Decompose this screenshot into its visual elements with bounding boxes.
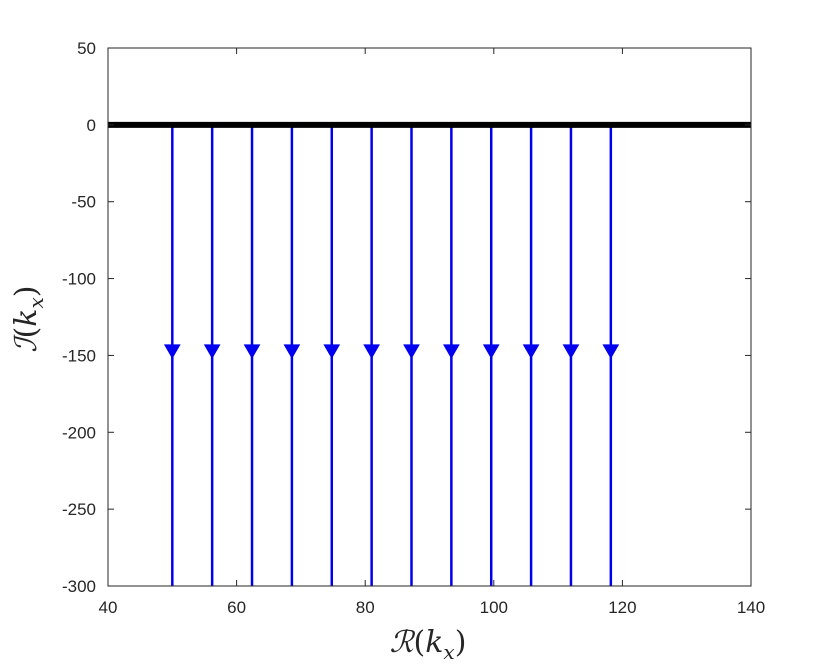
arrow-marker-2 xyxy=(203,344,221,359)
arrow-marker-1 xyxy=(163,344,181,359)
arrow-marker-4 xyxy=(283,344,301,359)
arrow-marker-8 xyxy=(442,344,460,359)
y-axis-label-sub: x xyxy=(24,297,48,308)
arrow-marker-11 xyxy=(562,344,580,359)
x-axis-label-symbol: ℛ xyxy=(390,625,416,660)
plot-area xyxy=(108,48,751,586)
x-tick-label: 120 xyxy=(608,598,636,617)
x-axis-label-var: k xyxy=(425,625,443,660)
x-tick-label: 60 xyxy=(227,598,246,617)
y-tick-label: -50 xyxy=(71,193,96,212)
y-tick-label: -300 xyxy=(62,577,96,596)
arrow-marker-6 xyxy=(363,344,380,359)
y-axis-label: ℐ(kx) xyxy=(9,286,48,353)
x-axis-label-open: ( xyxy=(414,625,426,660)
y-tick-label: -200 xyxy=(62,423,96,442)
arrow-marker-7 xyxy=(403,344,420,359)
arrow-marker-10 xyxy=(522,344,540,359)
y-axis-label-var: k xyxy=(9,309,44,327)
series-layer xyxy=(163,124,620,586)
x-axis-label: ℛ(kx) xyxy=(390,625,467,664)
plot-background xyxy=(108,48,751,586)
ticks-layer: 40 60 80 100 120 140 -300 -250 -200 -150 -100 -50 0 5… xyxy=(62,39,765,617)
x-tick-label: 140 xyxy=(737,598,765,617)
y-axis-label-open: ( xyxy=(9,327,44,339)
y-tick-label: -250 xyxy=(62,500,96,519)
y-tick-label: 50 xyxy=(77,39,96,58)
x-tick-label: 100 xyxy=(480,598,508,617)
axes-layer xyxy=(107,47,752,587)
arrow-marker-3 xyxy=(243,344,261,359)
y-tick-label: -100 xyxy=(62,270,96,289)
x-axis-label-close: ) xyxy=(455,625,467,660)
x-tick-label: 80 xyxy=(356,598,375,617)
y-axis-label-close: ) xyxy=(9,286,44,298)
x-axis-label-sub: x xyxy=(443,640,454,664)
y-tick-label: 0 xyxy=(87,116,96,135)
axes-box xyxy=(107,47,752,587)
arrow-marker-9 xyxy=(482,344,500,359)
arrow-marker-12 xyxy=(602,344,620,359)
x-tick-label: 40 xyxy=(99,598,118,617)
arrow-marker-5 xyxy=(323,344,341,359)
y-tick-label: -150 xyxy=(62,346,96,365)
